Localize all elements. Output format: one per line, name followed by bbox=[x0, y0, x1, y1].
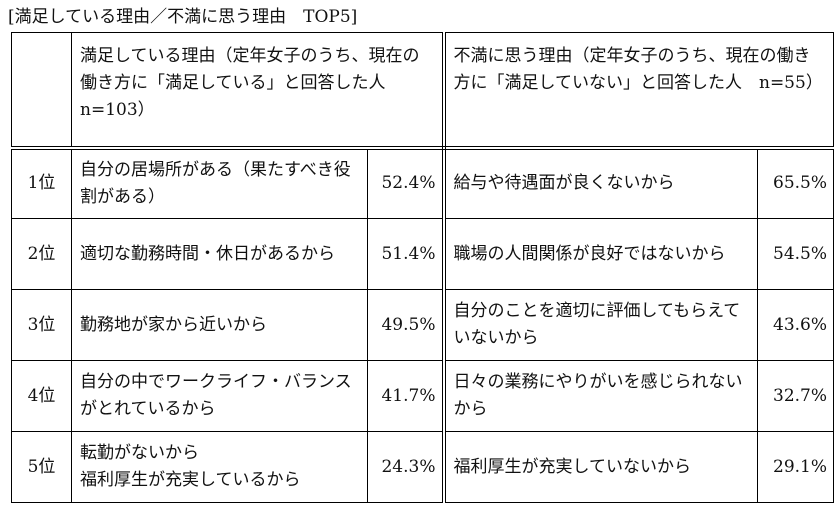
rank-cell: 4位 bbox=[11, 360, 72, 432]
dissatisfied-header: 不満に思う理由（定年女子のうち、現在の働き方に「満足していない」と回答した人 n… bbox=[442, 32, 835, 150]
header-row: 満足している理由（定年女子のうち、現在の働き方に「満足している」と回答した人 n… bbox=[11, 32, 835, 150]
satisfied-reason: 転勤がないから bbox=[80, 443, 199, 463]
dissatisfied-percent: 29.1% bbox=[756, 431, 835, 503]
table-row: 1位 自分の居場所がある（果たすべき役割がある） 52.4% 給与や待遇面が良く… bbox=[11, 147, 835, 219]
dissatisfied-percent: 65.5% bbox=[756, 147, 835, 219]
table-row: 2位 適切な勤務時間・休日があるから 51.4% 職場の人間関係が良好ではないか… bbox=[11, 218, 835, 290]
reasons-table: 満足している理由（定年女子のうち、現在の働き方に「満足している」と回答した人 n… bbox=[11, 32, 835, 503]
satisfied-reason: 適切な勤務時間・休日があるから bbox=[71, 218, 368, 290]
table-row: 5位 転勤がないから 福利厚生が充実しているから 24.3% 福利厚生が充実して… bbox=[11, 431, 835, 503]
rank-cell: 2位 bbox=[11, 218, 72, 290]
satisfied-reason: 自分の居場所がある（果たすべき役割がある） bbox=[71, 147, 368, 219]
table-caption: [満足している理由／不満に思う理由 TOP5] bbox=[8, 7, 358, 27]
satisfied-percent: 24.3% bbox=[367, 431, 446, 503]
satisfied-percent: 51.4% bbox=[367, 218, 446, 290]
satisfied-reason: 勤務地が家から近いから bbox=[71, 289, 368, 361]
satisfied-percent: 41.7% bbox=[367, 360, 446, 432]
satisfied-header: 満足している理由（定年女子のうち、現在の働き方に「満足している」と回答した人 n… bbox=[71, 32, 446, 150]
table-row: 4位 自分の中でワークライフ・バランスがとれているから 41.7% 日々の業務に… bbox=[11, 360, 835, 432]
dissatisfied-reason: 職場の人間関係が良好ではないから bbox=[443, 218, 758, 290]
satisfied-percent: 52.4% bbox=[367, 147, 446, 219]
rank-cell: 1位 bbox=[11, 147, 72, 219]
dissatisfied-percent: 32.7% bbox=[756, 360, 835, 432]
dissatisfied-percent: 43.6% bbox=[756, 289, 835, 361]
satisfied-reason: 自分の中でワークライフ・バランスがとれているから bbox=[71, 360, 368, 432]
table-row: 3位 勤務地が家から近いから 49.5% 自分のことを適切に評価してもらえていな… bbox=[11, 289, 835, 361]
rank-header-cell bbox=[11, 32, 72, 150]
dissatisfied-reason: 福利厚生が充実していないから bbox=[443, 431, 758, 503]
dissatisfied-reason: 自分のことを適切に評価してもらえていないから bbox=[443, 289, 758, 361]
satisfied-reason-cell: 転勤がないから 福利厚生が充実しているから bbox=[71, 431, 368, 503]
rank-cell: 3位 bbox=[11, 289, 72, 361]
dissatisfied-reason: 給与や待遇面が良くないから bbox=[443, 147, 758, 219]
satisfied-percent: 49.5% bbox=[367, 289, 446, 361]
satisfied-reason-second: 福利厚生が充実しているから bbox=[80, 470, 301, 490]
dissatisfied-percent: 54.5% bbox=[756, 218, 835, 290]
rank-cell: 5位 bbox=[11, 431, 72, 503]
dissatisfied-reason: 日々の業務にやりがいを感じられないから bbox=[443, 360, 758, 432]
